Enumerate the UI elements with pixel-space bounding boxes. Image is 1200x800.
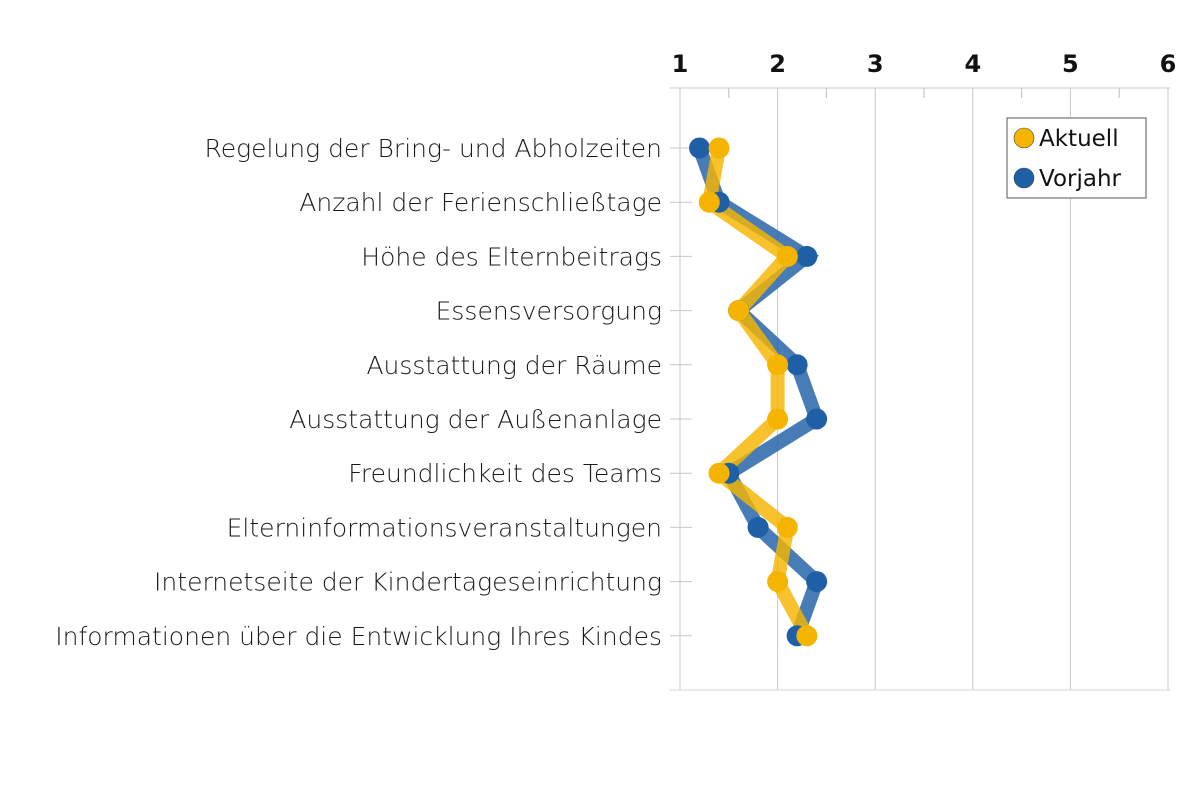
x-tick-label-1: 1 [672, 50, 689, 78]
category-label: Internetseite der Kindertageseinrichtung [154, 568, 662, 597]
data-point-aktuell [728, 300, 750, 322]
legend-marker-aktuell [1013, 127, 1035, 149]
legend-label-aktuell: Aktuell [1039, 126, 1119, 152]
legend-label-vorjahr: Vorjahr [1039, 166, 1122, 192]
category-label: Freundlichkeit des Teams [348, 459, 662, 488]
category-label: Informationen über die Entwicklung Ihres… [55, 622, 662, 651]
category-label: Anzahl der Ferienschließtage [299, 188, 662, 217]
category-label: Höhe des Elternbeitrags [361, 242, 662, 271]
data-point-aktuell [767, 354, 789, 376]
data-point-vorjahr [796, 245, 818, 267]
x-tick-label-3: 3 [867, 50, 884, 78]
data-point-vorjahr [786, 354, 808, 376]
x-tick-label-5: 5 [1062, 50, 1079, 78]
series-line-vorjahr [692, 145, 826, 639]
data-point-aktuell [708, 462, 730, 484]
data-point-vorjahr [747, 516, 769, 538]
data-point-aktuell [776, 516, 798, 538]
x-tick-label-6: 6 [1160, 50, 1177, 78]
category-label: Regelung der Bring- und Abholzeiten [204, 134, 662, 163]
category-label: Ausstattung der Außenanlage [289, 405, 662, 434]
category-label: Elterninformationsveranstaltungen [227, 513, 662, 542]
x-tick-label-4: 4 [964, 50, 981, 78]
data-point-aktuell [708, 137, 730, 159]
data-point-vorjahr [689, 137, 711, 159]
data-point-vorjahr [806, 571, 828, 593]
data-point-aktuell [767, 571, 789, 593]
data-point-vorjahr [806, 408, 828, 430]
data-point-aktuell [776, 245, 798, 267]
category-label: Ausstattung der Räume [366, 351, 662, 380]
category-label: Essensversorgung [436, 297, 662, 326]
x-tick-label-2: 2 [769, 50, 786, 78]
series-line-aktuell [701, 146, 814, 640]
legend-marker-vorjahr [1013, 167, 1035, 189]
data-point-aktuell [767, 408, 789, 430]
data-point-aktuell [698, 191, 720, 213]
data-point-aktuell [796, 625, 818, 647]
